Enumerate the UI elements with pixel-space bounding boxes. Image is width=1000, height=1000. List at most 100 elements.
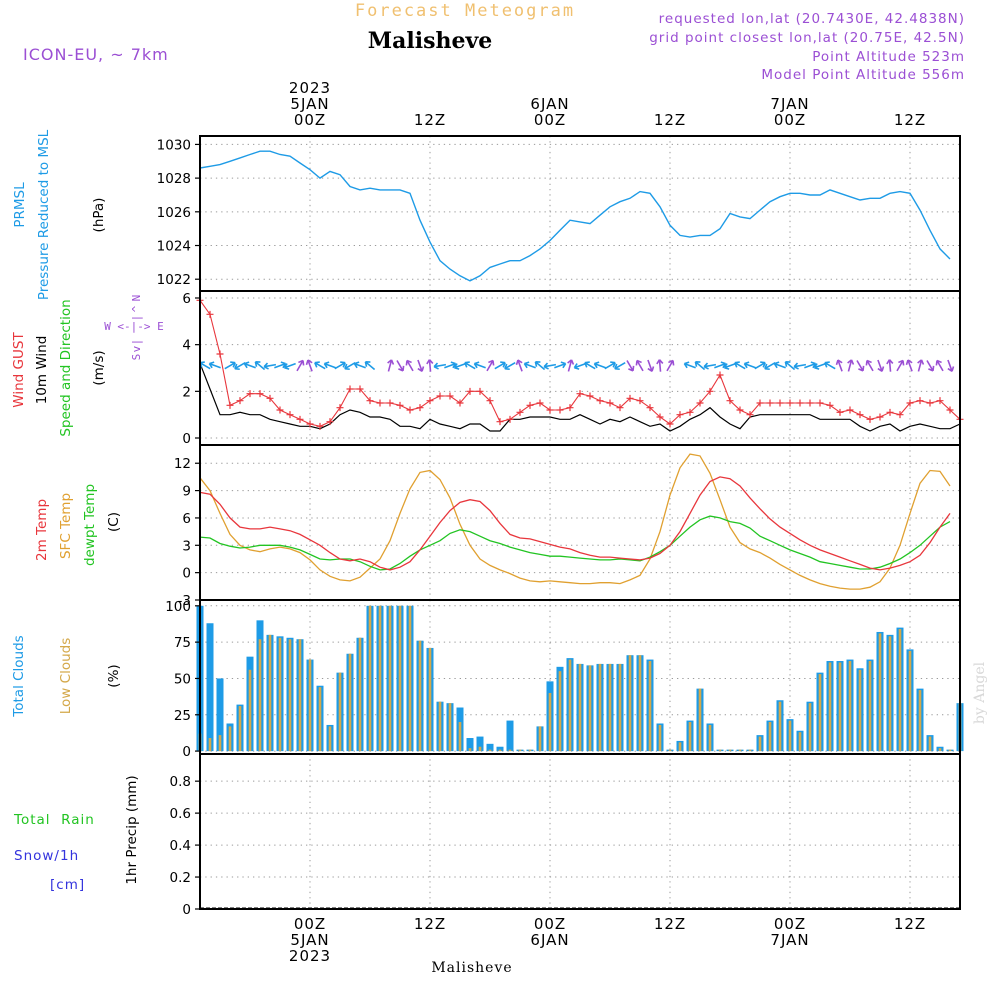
wind-arrow-shape <box>905 359 913 372</box>
frames-layer <box>199 135 961 910</box>
wind-gust-marker <box>916 397 924 405</box>
wind-direction-arrow <box>593 361 606 369</box>
wind-arrow-shape <box>683 361 696 369</box>
wind-arrow-shape <box>515 359 523 372</box>
wind-direction-arrow <box>504 361 516 371</box>
low-clouds-bar <box>748 749 752 752</box>
low-clouds-bar <box>738 749 742 752</box>
wind-gust-marker <box>606 399 614 407</box>
y-tick-label: 9 <box>182 484 191 500</box>
pressure-line <box>199 150 951 282</box>
wind-gust-marker <box>696 399 704 407</box>
y-tick-label: 0.2 <box>170 870 191 886</box>
wind-arrow-shape <box>344 361 356 371</box>
low-clouds-bar <box>308 659 312 752</box>
dewpt-temp-line <box>199 515 951 571</box>
wind-direction-arrow <box>905 359 913 372</box>
wind-direction-arrow <box>584 361 596 370</box>
p3-label-sfc: SFC Temp <box>58 493 74 559</box>
wind-arrow-shape <box>935 359 944 372</box>
wind-gust-marker <box>846 406 854 414</box>
wind-arrow-shape <box>754 361 766 370</box>
wind-arrow-shape <box>734 361 746 370</box>
wind-gust-marker <box>286 411 294 419</box>
time-label-bottom: 12Z <box>654 915 686 933</box>
panel-frame <box>199 135 961 292</box>
wind-gust-marker <box>266 394 274 402</box>
low-clouds-bar <box>218 735 222 752</box>
y-tick-label: 0.8 <box>170 774 191 790</box>
p5-label-snow: Snow/1h <box>14 848 79 864</box>
low-clouds-bar <box>898 629 902 752</box>
p4-label-unit: (%) <box>106 664 122 687</box>
wind-gust-marker <box>556 406 564 414</box>
low-clouds-bar <box>668 749 672 752</box>
wind-arrow-shape <box>234 361 246 371</box>
wind-gust-line <box>199 299 961 427</box>
wind-gust-marker <box>736 406 744 414</box>
wind-direction-arrow <box>835 359 843 372</box>
low-clouds-bar <box>358 637 362 752</box>
wind-direction-arrow <box>683 361 696 369</box>
wind-arrow-shape <box>847 359 855 372</box>
y-tick-label: 1030 <box>157 137 191 153</box>
low-clouds-bar <box>558 671 562 752</box>
wind-arrow-shape <box>305 359 313 372</box>
wind-gust-marker <box>386 399 394 407</box>
y-tick-label: 0 <box>182 431 191 447</box>
time-label-top: 00Z <box>534 111 566 129</box>
wind-gust-marker <box>686 408 694 416</box>
wind-gust-marker <box>466 387 474 395</box>
time-label-top: 2023 <box>289 79 331 97</box>
y-tick-label: 12 <box>174 456 191 472</box>
low-clouds-bar <box>848 661 852 752</box>
wind-direction-arrow <box>417 359 425 372</box>
wind-arrow-shape <box>917 359 925 372</box>
low-clouds-bar <box>858 669 862 752</box>
low-clouds-bar <box>678 742 682 752</box>
low-clouds-bar <box>518 749 522 752</box>
wind-direction-arrow <box>824 361 836 370</box>
low-clouds-bar <box>828 662 832 752</box>
wind-arrow-shape <box>666 359 675 372</box>
wind-direction-arrow <box>464 361 476 370</box>
compass-n: N <box>130 295 143 302</box>
wind-direction-arrow <box>865 359 874 372</box>
low-clouds-bar <box>258 639 262 752</box>
low-clouds-bar <box>888 636 892 752</box>
wind-arrow-shape <box>263 362 277 370</box>
wind-arrow-shape <box>604 361 616 370</box>
total-clouds-bar <box>506 720 514 752</box>
wind-arrow-shape <box>417 359 425 372</box>
time-label-top: 12Z <box>654 111 686 129</box>
low-clouds-bar <box>298 639 302 752</box>
wind-direction-arrow <box>494 361 506 370</box>
wind-gust-marker <box>566 404 574 412</box>
wind-gust-marker <box>716 371 724 379</box>
wind-arrow-shape <box>523 361 536 369</box>
p2-label-speed-dir: Speed and Direction <box>58 299 74 436</box>
wind-direction-arrow <box>234 361 246 371</box>
point-altitude: Point Altitude 523m <box>812 49 965 65</box>
low-clouds-bar <box>908 650 912 752</box>
y-tick-label: 1026 <box>157 205 191 221</box>
wind-gust-marker <box>416 404 424 412</box>
y-tick-label: 2 <box>182 384 191 400</box>
time-label-top: 00Z <box>294 111 326 129</box>
wind-direction-arrow <box>554 361 567 369</box>
requested-coords: requested lon,lat (20.7430E, 42.4838N) <box>659 11 965 27</box>
low-clouds-bar <box>368 605 372 752</box>
wind-arrow-shape <box>426 359 434 372</box>
wind-gust-marker <box>746 411 754 419</box>
wind-direction-arrow <box>353 361 366 369</box>
low-clouds-bar <box>508 749 512 752</box>
low-clouds-bar <box>758 736 762 752</box>
wind-arrow-shape <box>784 361 796 371</box>
p2-label-unit: (m/s) <box>91 350 107 385</box>
model-point-altitude: Model Point Altitude 556m <box>761 67 965 83</box>
wind-direction-arrow <box>344 361 356 371</box>
wind-arrow-shape <box>243 361 256 369</box>
axes-layer: 1022 1024 1026 1028 1030 0 2 4 6 -3 0 3 6 9 12 0 25 50 75 1… <box>157 79 926 965</box>
wind-gust-marker <box>866 415 874 423</box>
wind-direction-arrow <box>886 359 894 372</box>
